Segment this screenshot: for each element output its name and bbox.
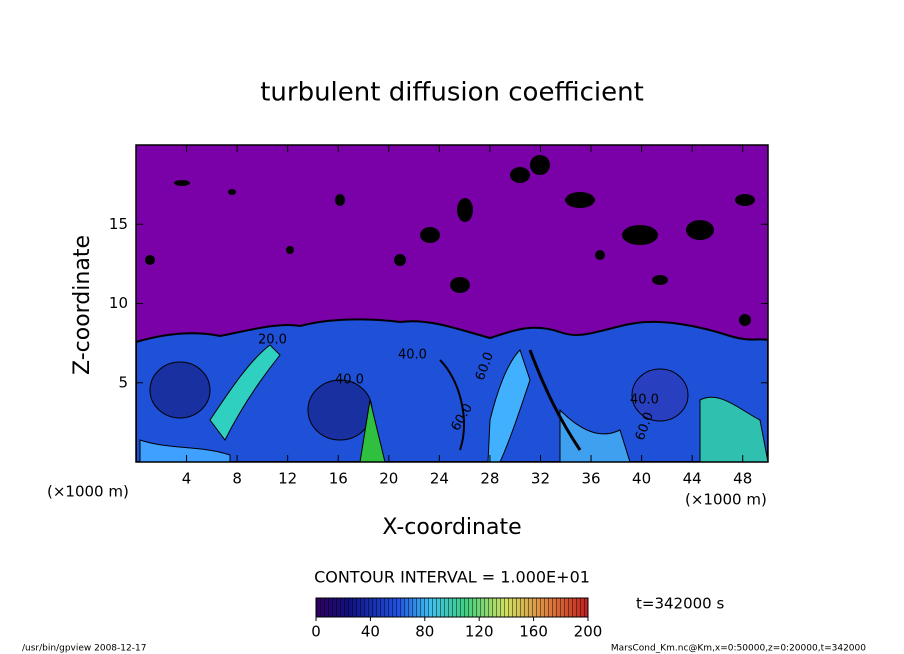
x-tick-label: 28 xyxy=(480,470,499,488)
x-tick-label: 40 xyxy=(632,470,651,488)
colorbar-tick-label: 120 xyxy=(465,623,494,641)
colorbar-tick-label: 80 xyxy=(415,623,434,641)
y-tick-label: 5 xyxy=(118,373,128,391)
contour-label: 20.0 xyxy=(258,333,287,348)
contour-label: 40.0 xyxy=(398,348,427,363)
x-label: X-coordinate xyxy=(382,515,521,540)
x-tick-label: 4 xyxy=(182,470,192,488)
contour-label: 40.0 xyxy=(630,393,659,408)
contour-field xyxy=(136,145,768,462)
y-tick-label: 10 xyxy=(109,294,128,312)
contour-label: 40.0 xyxy=(335,373,364,388)
x-tick-label: 16 xyxy=(329,470,348,488)
footer-left: /usr/bin/gpview 2008-12-17 xyxy=(22,644,146,654)
colorbar-tick-label: 40 xyxy=(361,623,380,641)
x-tick-label: 44 xyxy=(683,470,702,488)
colorbar-tick-label: 160 xyxy=(519,623,548,641)
x-unit: (×1000 m) xyxy=(685,491,767,509)
colorbar-tick-label: 0 xyxy=(311,623,321,641)
time-label: t=342000 s xyxy=(636,595,724,613)
x-tick-label: 36 xyxy=(581,470,600,488)
y-unit: (×1000 m) xyxy=(47,483,129,501)
y-label: Z-coordinate xyxy=(70,235,95,375)
colorbar-axis: 0 40 80 120 160 200 xyxy=(311,617,602,641)
x-tick-label: 12 xyxy=(278,470,297,488)
colorbar-tick-label: 200 xyxy=(574,623,603,641)
y-tick-label: 15 xyxy=(109,215,128,233)
footer-right: MarsCond_Km.nc@Km,x=0:50000,z=0:20000,t=… xyxy=(611,644,866,654)
contour-interval: CONTOUR INTERVAL = 1.000E+01 xyxy=(314,568,590,587)
chart-title: turbulent diffusion coefficient xyxy=(260,78,644,108)
x-tick-label: 32 xyxy=(531,470,550,488)
x-tick-label: 48 xyxy=(733,470,752,488)
x-tick-label: 8 xyxy=(232,470,242,488)
colorbar-stripes xyxy=(316,598,588,617)
x-tick-label: 20 xyxy=(379,470,398,488)
x-tick-label: 24 xyxy=(430,470,449,488)
